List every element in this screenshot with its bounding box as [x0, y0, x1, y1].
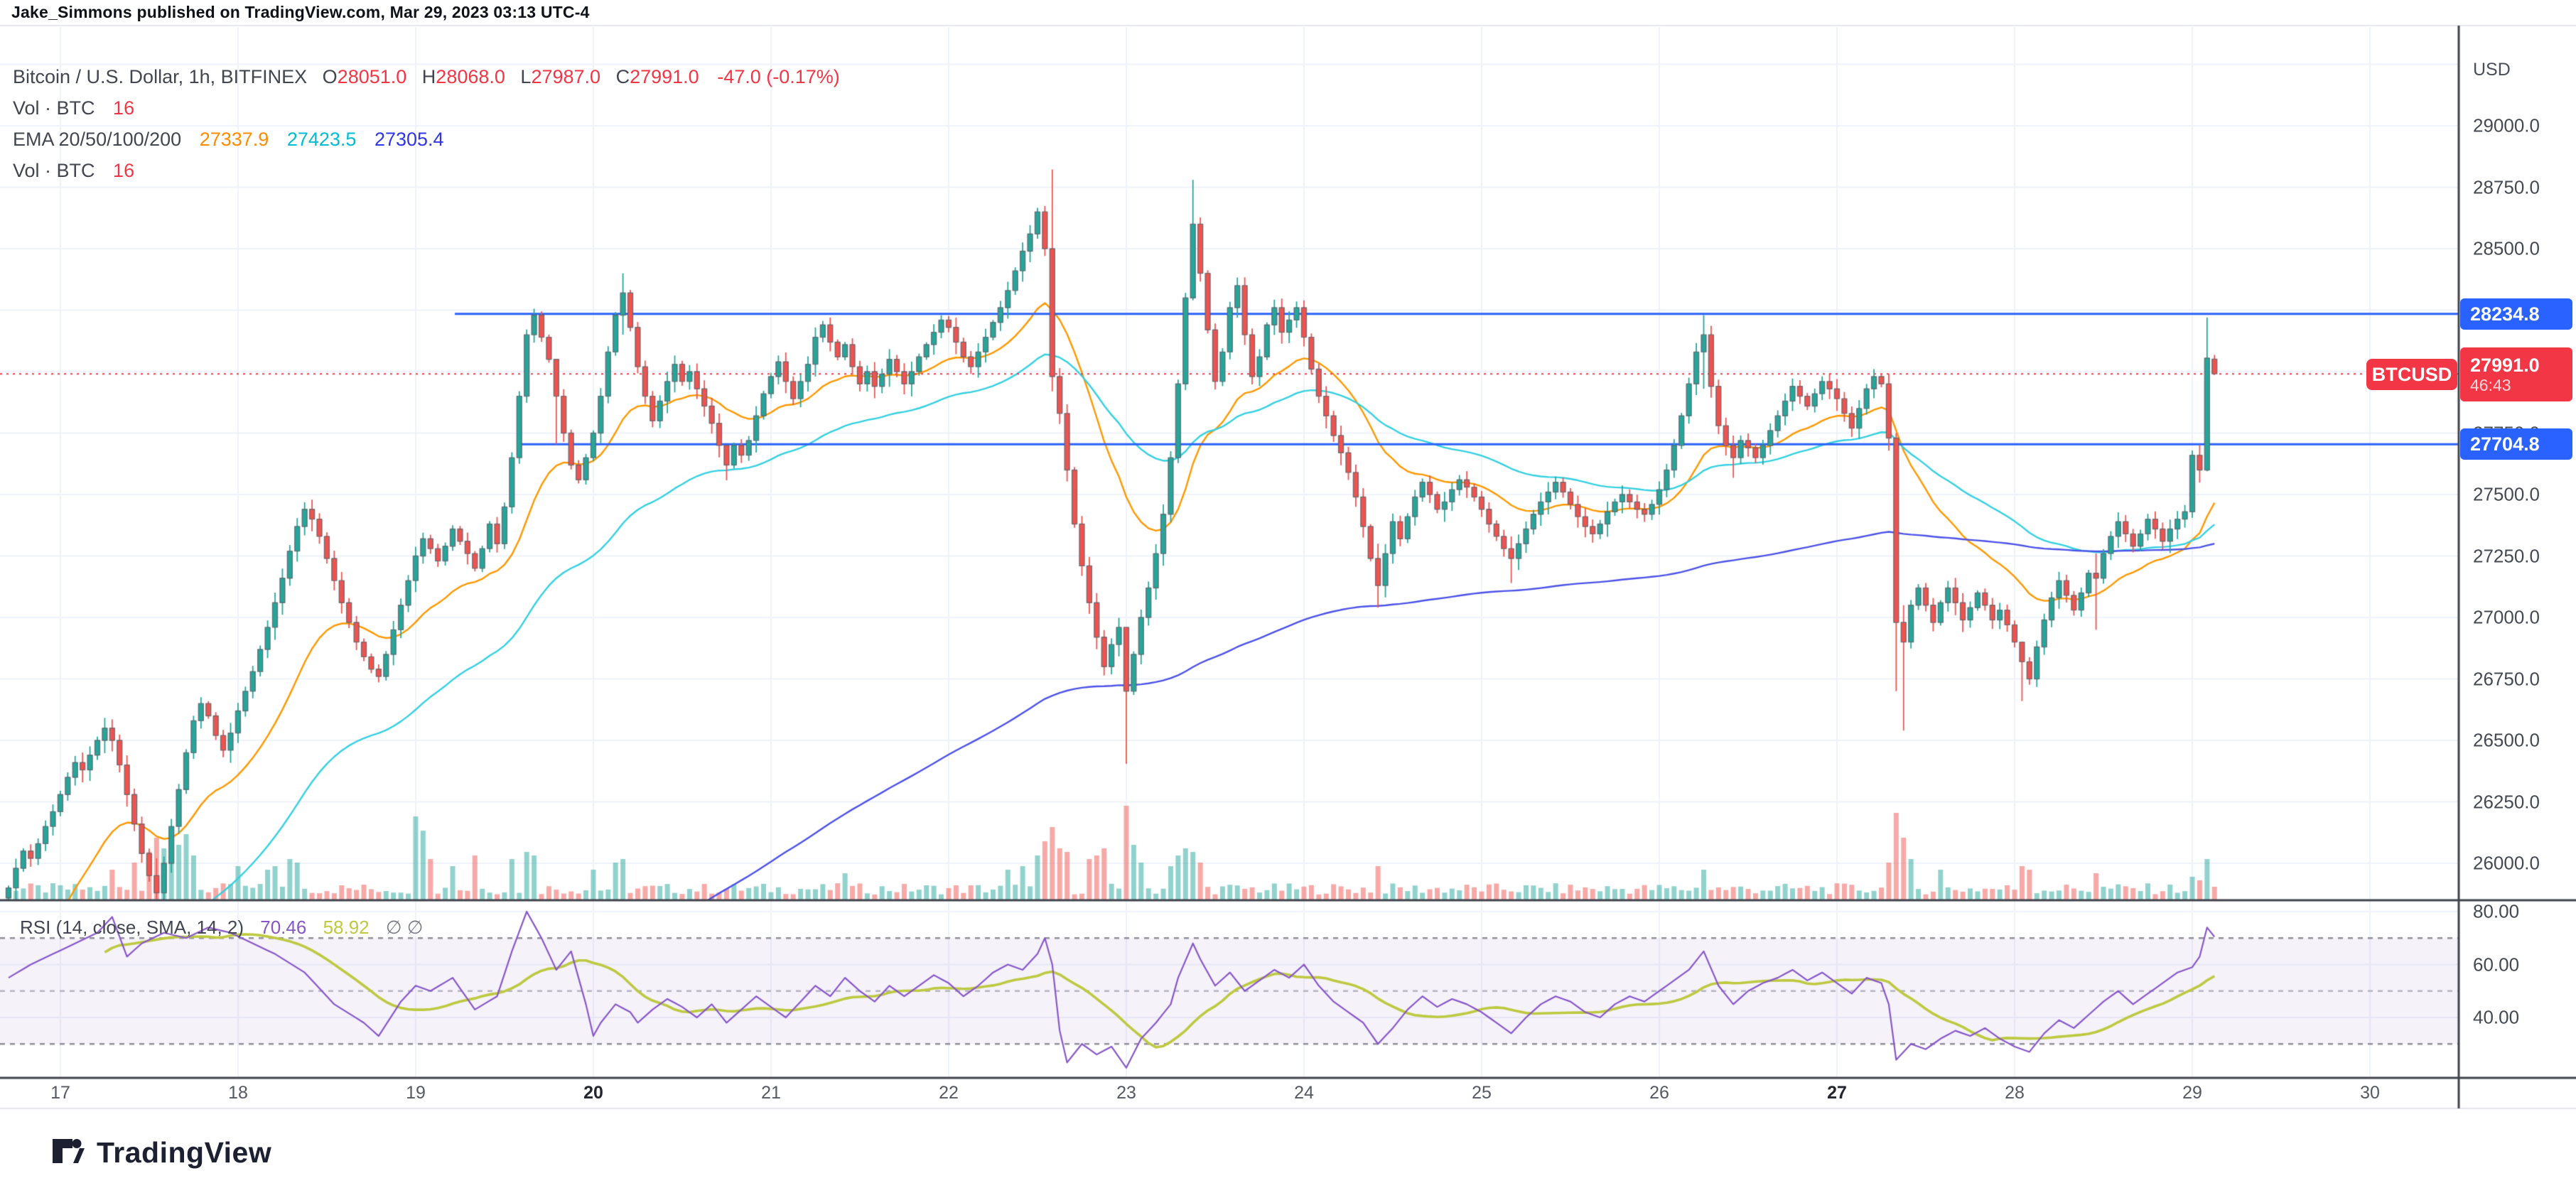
rsi-tick-label[interactable]: 40.00 — [2473, 1006, 2520, 1028]
time-axis-label[interactable]: 28 — [2005, 1083, 2025, 1103]
time-axis-label[interactable]: 23 — [1116, 1083, 1136, 1103]
last-price-badge: 27991.0 46:43 — [2460, 347, 2572, 401]
open-label: O — [322, 66, 338, 87]
time-axis-label[interactable]: 19 — [406, 1083, 426, 1103]
volume-label: Vol · BTC — [13, 97, 95, 119]
price-tick-label[interactable]: 29000.0 — [2473, 114, 2540, 136]
ema-label: EMA 20/50/100/200 — [13, 129, 182, 150]
open-value: 28051.0 — [337, 66, 407, 87]
time-axis-label[interactable]: 29 — [2182, 1083, 2202, 1103]
rsi-sma-value: 58.92 — [323, 917, 370, 938]
price-tick-label[interactable]: 27250.0 — [2473, 545, 2540, 567]
volume-legend-row-2[interactable]: Vol · BTC 16 — [13, 155, 840, 186]
volume-value-2: 16 — [113, 160, 135, 181]
close-label: C — [615, 66, 630, 87]
ema200-value: 27305.4 — [374, 129, 444, 150]
price-tick-label[interactable]: 27500.0 — [2473, 483, 2540, 505]
price-tick-label[interactable]: 26500.0 — [2473, 729, 2540, 751]
ema-legend-row[interactable]: EMA 20/50/100/200 27337.9 27423.5 27305.… — [13, 124, 840, 155]
time-axis-label[interactable]: 17 — [50, 1083, 70, 1103]
change-value: -47.0 (-0.17%) — [717, 66, 840, 87]
price-tick-label[interactable]: 28750.0 — [2473, 176, 2540, 198]
low-value: 27987.0 — [531, 66, 601, 87]
tradingview-logo[interactable]: TradingView — [50, 1134, 271, 1172]
time-axis-label[interactable]: 27 — [1827, 1083, 1847, 1103]
symbol-legend-row[interactable]: Bitcoin / U.S. Dollar, 1h, BITFINEX O280… — [13, 61, 840, 92]
rsi-value: 70.46 — [260, 917, 307, 938]
rsi-tick-label[interactable]: 60.00 — [2473, 954, 2520, 975]
chart-legend: Bitcoin / U.S. Dollar, 1h, BITFINEX O280… — [13, 61, 840, 186]
time-axis-label[interactable]: 21 — [761, 1083, 781, 1103]
low-label: L — [520, 66, 532, 87]
volume-legend-row-1[interactable]: Vol · BTC 16 — [13, 92, 840, 124]
rsi-title: RSI (14, close, SMA, 14, 2) — [20, 917, 244, 938]
symbol-title: Bitcoin / U.S. Dollar, 1h, BITFINEX — [13, 66, 308, 87]
rsi-tick-label[interactable]: 80.00 — [2473, 900, 2520, 922]
bar-countdown: 46:43 — [2470, 376, 2511, 395]
price-tick-label[interactable]: 26750.0 — [2473, 668, 2540, 690]
time-axis-label[interactable]: 26 — [1649, 1083, 1669, 1103]
price-tick-label[interactable]: 26000.0 — [2473, 852, 2540, 874]
price-axis-currency: USD — [2473, 60, 2511, 80]
support-level-badge: 27704.8 — [2460, 428, 2572, 460]
time-axis-label[interactable]: 25 — [1472, 1083, 1492, 1103]
resistance-level-badge: 28234.8 — [2460, 298, 2572, 330]
time-axis-label[interactable]: 30 — [2360, 1083, 2380, 1103]
published-line: Jake_Simmons published on TradingView.co… — [11, 3, 590, 21]
price-tick-label[interactable]: 27000.0 — [2473, 606, 2540, 628]
time-axis-label[interactable]: 24 — [1294, 1083, 1314, 1103]
time-axis-label[interactable]: 18 — [228, 1083, 248, 1103]
tradingview-mark-icon — [50, 1134, 87, 1172]
time-axis-label[interactable]: 20 — [583, 1083, 603, 1103]
price-tick-label[interactable]: 26250.0 — [2473, 791, 2540, 813]
time-axis-label[interactable]: 22 — [939, 1083, 959, 1103]
rsi-empty-values: ∅ ∅ — [385, 917, 424, 938]
tradingview-logo-text: TradingView — [97, 1136, 272, 1169]
volume-value: 16 — [113, 97, 135, 119]
close-value: 27991.0 — [630, 66, 699, 87]
rsi-legend-row[interactable]: RSI (14, close, SMA, 14, 2) 70.46 58.92 … — [20, 917, 423, 939]
high-label: H — [421, 66, 436, 87]
ema20-value: 27337.9 — [199, 129, 269, 150]
volume-label-2: Vol · BTC — [13, 160, 95, 181]
symbol-price-tag: BTCUSD — [2366, 359, 2457, 390]
price-tick-label[interactable]: 28500.0 — [2473, 237, 2540, 259]
ema50-value: 27423.5 — [286, 129, 357, 150]
high-value: 28068.0 — [436, 66, 505, 87]
